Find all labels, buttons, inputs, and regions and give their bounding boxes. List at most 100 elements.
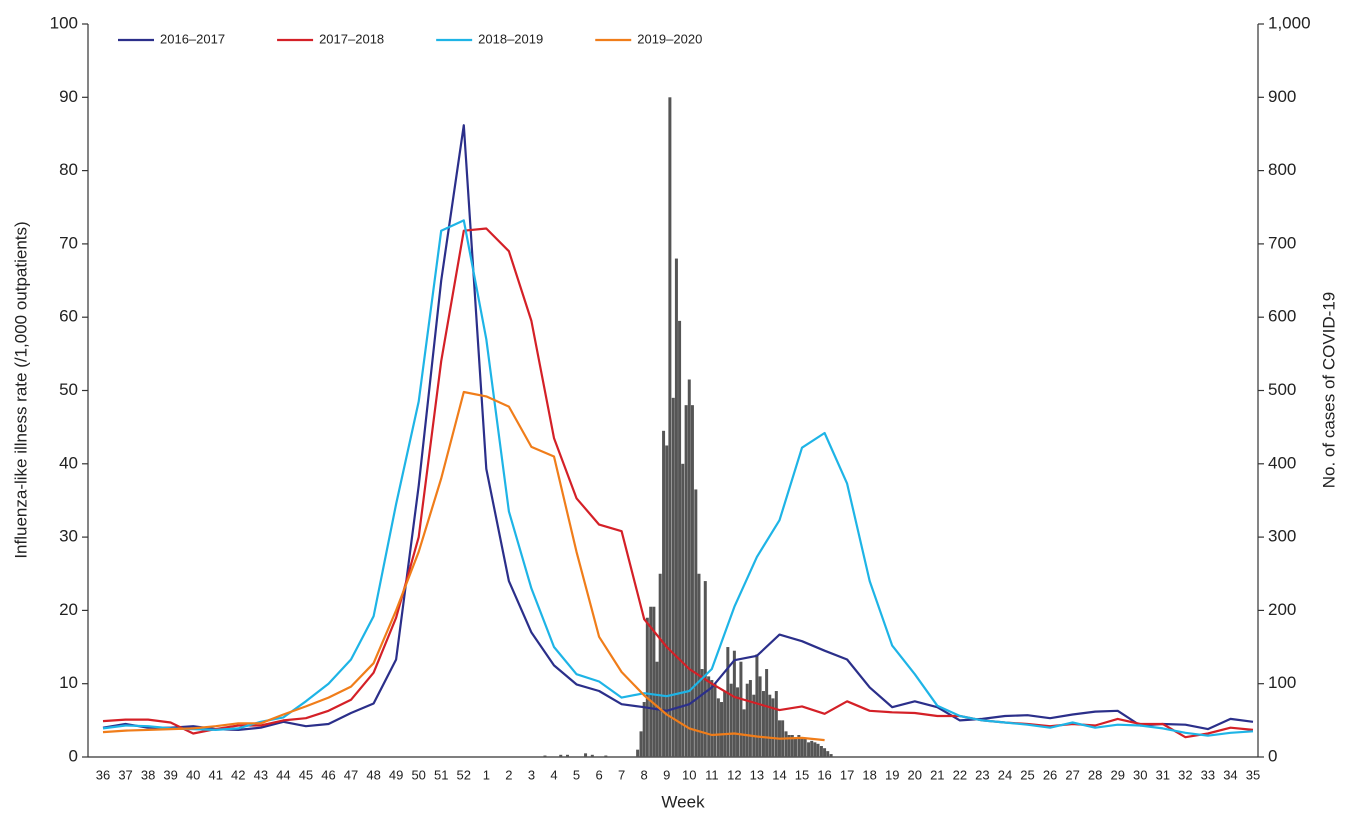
bar xyxy=(720,702,724,757)
y-tick-label: 10 xyxy=(59,673,78,692)
bar xyxy=(768,694,772,757)
line-series xyxy=(102,390,825,742)
bar xyxy=(739,661,743,757)
bar xyxy=(797,735,801,757)
bar xyxy=(726,647,730,757)
x-tick-label: 32 xyxy=(1178,767,1192,782)
y2-tick-label: 400 xyxy=(1268,453,1296,472)
bar xyxy=(765,669,769,757)
y2-tick-label: 500 xyxy=(1268,380,1296,399)
y-tick-label: 40 xyxy=(59,453,78,472)
x-tick-label: 45 xyxy=(299,767,313,782)
bar xyxy=(590,754,594,757)
bar xyxy=(681,463,685,757)
line-series xyxy=(102,124,1254,731)
bar xyxy=(649,606,653,757)
x-tick-label: 17 xyxy=(840,767,854,782)
y-tick-label: 80 xyxy=(59,160,78,179)
legend-label: 2016–2017 xyxy=(160,31,225,46)
x-tick-label: 46 xyxy=(321,767,335,782)
y-tick-label: 30 xyxy=(59,527,78,546)
x-tick-label: 6 xyxy=(595,767,602,782)
x-tick-label: 24 xyxy=(998,767,1012,782)
bar xyxy=(819,746,823,757)
y2-tick-label: 1,000 xyxy=(1268,13,1311,32)
bar xyxy=(668,97,672,758)
y2-tick-label: 700 xyxy=(1268,233,1296,252)
x-tick-label: 25 xyxy=(1020,767,1034,782)
x-tick-label: 29 xyxy=(1110,767,1124,782)
legend-label: 2018–2019 xyxy=(478,31,543,46)
bar xyxy=(639,731,643,757)
y2-tick-label: 0 xyxy=(1268,746,1277,765)
y-axis-label: Influenza-like illness rate (/1,000 outp… xyxy=(11,221,30,558)
bar xyxy=(813,742,817,757)
y2-tick-label: 900 xyxy=(1268,87,1296,106)
x-tick-label: 34 xyxy=(1223,767,1237,782)
bar xyxy=(697,573,701,757)
x-tick-label: 13 xyxy=(750,767,764,782)
x-tick-label: 23 xyxy=(975,767,989,782)
x-tick-label: 7 xyxy=(618,767,625,782)
bar xyxy=(742,709,746,757)
bar xyxy=(829,754,833,757)
bar xyxy=(604,755,608,757)
y-tick-label: 0 xyxy=(69,746,78,765)
x-tick-label: 15 xyxy=(795,767,809,782)
x-tick-label: 11 xyxy=(705,767,719,782)
bar xyxy=(784,731,788,757)
bar xyxy=(687,379,691,757)
bar xyxy=(755,654,759,757)
x-tick-label: 31 xyxy=(1156,767,1170,782)
x-tick-label: 36 xyxy=(96,767,110,782)
x-tick-label: 43 xyxy=(254,767,268,782)
x-tick-label: 22 xyxy=(953,767,967,782)
x-tick-label: 14 xyxy=(772,767,786,782)
bar xyxy=(761,691,765,757)
x-tick-label: 51 xyxy=(434,767,448,782)
bar xyxy=(678,320,682,757)
bar xyxy=(774,691,778,757)
x-tick-label: 48 xyxy=(366,767,380,782)
x-tick-label: 50 xyxy=(411,767,425,782)
x-tick-label: 19 xyxy=(885,767,899,782)
y2-tick-label: 300 xyxy=(1268,527,1296,546)
x-tick-label: 18 xyxy=(862,767,876,782)
x-tick-label: 26 xyxy=(1043,767,1057,782)
x-tick-label: 35 xyxy=(1246,767,1260,782)
bar xyxy=(566,754,570,757)
bar xyxy=(790,735,794,757)
x-tick-label: 5 xyxy=(573,767,580,782)
x-tick-label: 47 xyxy=(344,767,358,782)
bar xyxy=(665,445,669,757)
bar xyxy=(684,405,688,757)
x-tick-label: 49 xyxy=(389,767,403,782)
bar xyxy=(803,738,807,757)
x-tick-label: 42 xyxy=(231,767,245,782)
bar xyxy=(752,694,756,757)
x-tick-label: 4 xyxy=(550,767,557,782)
y-tick-label: 90 xyxy=(59,87,78,106)
y2-tick-label: 200 xyxy=(1268,600,1296,619)
y-tick-label: 50 xyxy=(59,380,78,399)
x-tick-label: 38 xyxy=(141,767,155,782)
bar xyxy=(674,258,678,757)
bar xyxy=(745,683,749,757)
bar xyxy=(716,698,720,757)
bar xyxy=(690,405,694,757)
bar xyxy=(807,742,811,757)
bar xyxy=(713,683,717,757)
legend-label: 2017–2018 xyxy=(319,31,384,46)
x-tick-label: 2 xyxy=(505,767,512,782)
bar xyxy=(787,735,791,757)
x-tick-label: 8 xyxy=(641,767,648,782)
line-series xyxy=(102,227,1254,739)
bar xyxy=(826,751,830,757)
x-tick-label: 37 xyxy=(118,767,132,782)
bar xyxy=(694,489,698,757)
bar xyxy=(758,676,762,757)
y-tick-label: 70 xyxy=(59,233,78,252)
bar xyxy=(732,650,736,757)
bar xyxy=(729,683,733,757)
